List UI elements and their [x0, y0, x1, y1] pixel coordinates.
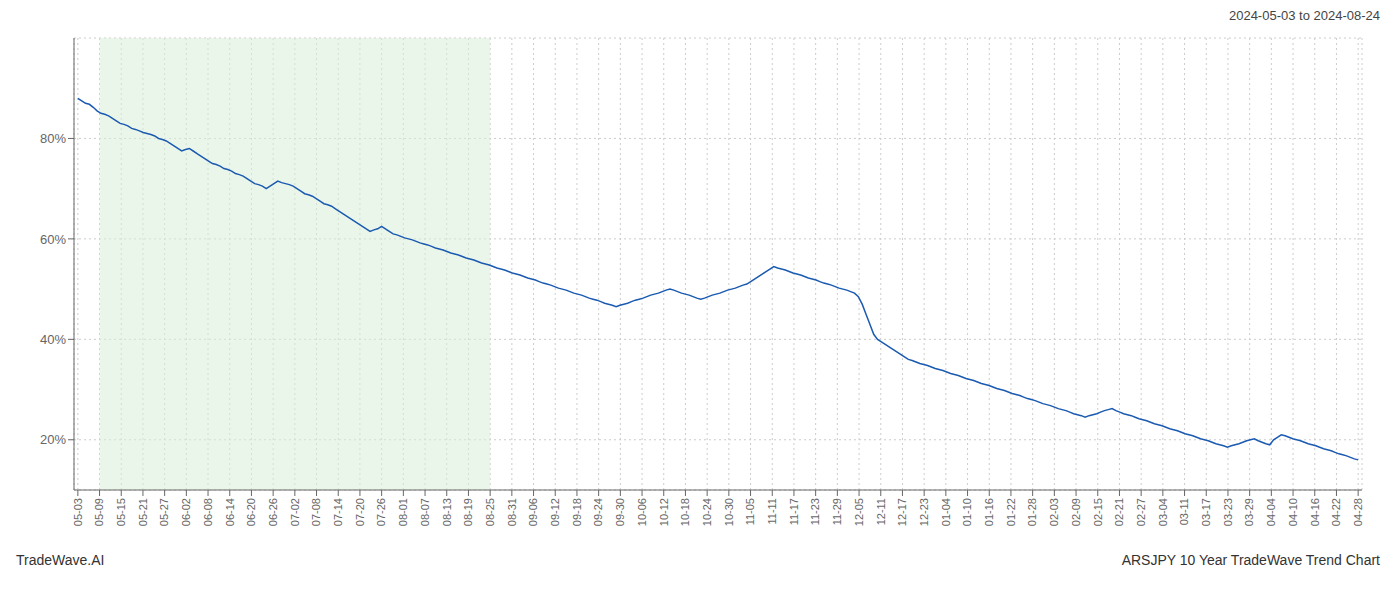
svg-text:03-11: 03-11: [1178, 498, 1190, 525]
svg-text:05-09: 05-09: [93, 498, 105, 526]
svg-text:03-23: 03-23: [1222, 498, 1234, 526]
svg-text:07-08: 07-08: [310, 498, 322, 526]
svg-text:03-04: 03-04: [1157, 498, 1169, 526]
svg-text:12-11: 12-11: [875, 498, 887, 525]
svg-text:07-14: 07-14: [332, 498, 344, 526]
svg-text:09-30: 09-30: [614, 498, 626, 526]
svg-text:09-06: 09-06: [527, 498, 539, 526]
svg-text:01-28: 01-28: [1026, 498, 1038, 526]
svg-text:02-15: 02-15: [1092, 498, 1104, 526]
svg-text:12-23: 12-23: [918, 498, 930, 526]
svg-text:01-10: 01-10: [961, 498, 973, 526]
svg-text:11-29: 11-29: [831, 498, 843, 525]
svg-text:08-31: 08-31: [506, 498, 518, 526]
svg-text:03-29: 03-29: [1243, 498, 1255, 526]
svg-text:05-03: 05-03: [72, 498, 84, 526]
svg-text:06-20: 06-20: [245, 498, 257, 526]
svg-text:02-21: 02-21: [1113, 498, 1125, 526]
svg-text:11-17: 11-17: [788, 498, 800, 525]
svg-text:09-24: 09-24: [592, 498, 604, 526]
svg-text:11-05: 11-05: [744, 498, 756, 525]
svg-text:03-17: 03-17: [1200, 498, 1212, 526]
svg-text:08-13: 08-13: [441, 498, 453, 526]
svg-text:09-12: 09-12: [549, 498, 561, 526]
svg-text:10-24: 10-24: [701, 498, 713, 526]
svg-text:08-07: 08-07: [419, 498, 431, 526]
svg-text:10-30: 10-30: [723, 498, 735, 526]
svg-text:02-09: 02-09: [1070, 498, 1082, 526]
svg-text:80%: 80%: [40, 131, 66, 146]
svg-text:02-27: 02-27: [1135, 498, 1147, 526]
svg-text:04-04: 04-04: [1265, 498, 1277, 526]
svg-text:06-14: 06-14: [224, 498, 236, 526]
html-text:2024-05-03 to 2024-08-24: 2024-05-03 to 2024-08-24: [1228, 8, 1380, 23]
svg-text:09-18: 09-18: [571, 498, 583, 526]
svg-text:06-26: 06-26: [267, 498, 279, 526]
svg-text:08-25: 08-25: [484, 498, 496, 526]
svg-text:01-22: 01-22: [1005, 498, 1017, 526]
svg-text:12-17: 12-17: [896, 498, 908, 526]
svg-text:10-12: 10-12: [658, 498, 670, 526]
svg-text:02-03: 02-03: [1048, 498, 1060, 526]
svg-text:20%: 20%: [40, 432, 66, 447]
svg-text:04-10: 04-10: [1287, 498, 1299, 526]
html-text:TradeWave.AI: TradeWave.AI: [16, 552, 105, 568]
svg-text:07-02: 07-02: [289, 498, 301, 526]
svg-text:10-18: 10-18: [679, 498, 691, 526]
svg-text:05-21: 05-21: [137, 498, 149, 526]
svg-text:40%: 40%: [40, 332, 66, 347]
svg-text:60%: 60%: [40, 232, 66, 247]
svg-text:08-01: 08-01: [397, 498, 409, 526]
svg-text:01-16: 01-16: [983, 498, 995, 526]
svg-text:06-08: 06-08: [202, 498, 214, 526]
svg-text:04-28: 04-28: [1352, 498, 1364, 526]
svg-text:04-16: 04-16: [1309, 498, 1321, 526]
svg-text:07-26: 07-26: [375, 498, 387, 526]
svg-text:01-04: 01-04: [940, 498, 952, 526]
svg-text:05-15: 05-15: [115, 498, 127, 526]
svg-text:04-22: 04-22: [1330, 498, 1342, 526]
svg-text:10-06: 10-06: [636, 498, 648, 526]
svg-text:05-27: 05-27: [158, 498, 170, 526]
svg-text:12-05: 12-05: [853, 498, 865, 526]
svg-text:11-23: 11-23: [809, 498, 821, 525]
svg-text:07-20: 07-20: [354, 498, 366, 526]
svg-text:06-02: 06-02: [180, 498, 192, 526]
svg-text:11-11: 11-11: [766, 498, 778, 525]
svg-text:08-19: 08-19: [462, 498, 474, 526]
html-text:ARSJPY 10 Year TradeWave Trend: ARSJPY 10 Year TradeWave Trend Chart: [1121, 552, 1380, 568]
